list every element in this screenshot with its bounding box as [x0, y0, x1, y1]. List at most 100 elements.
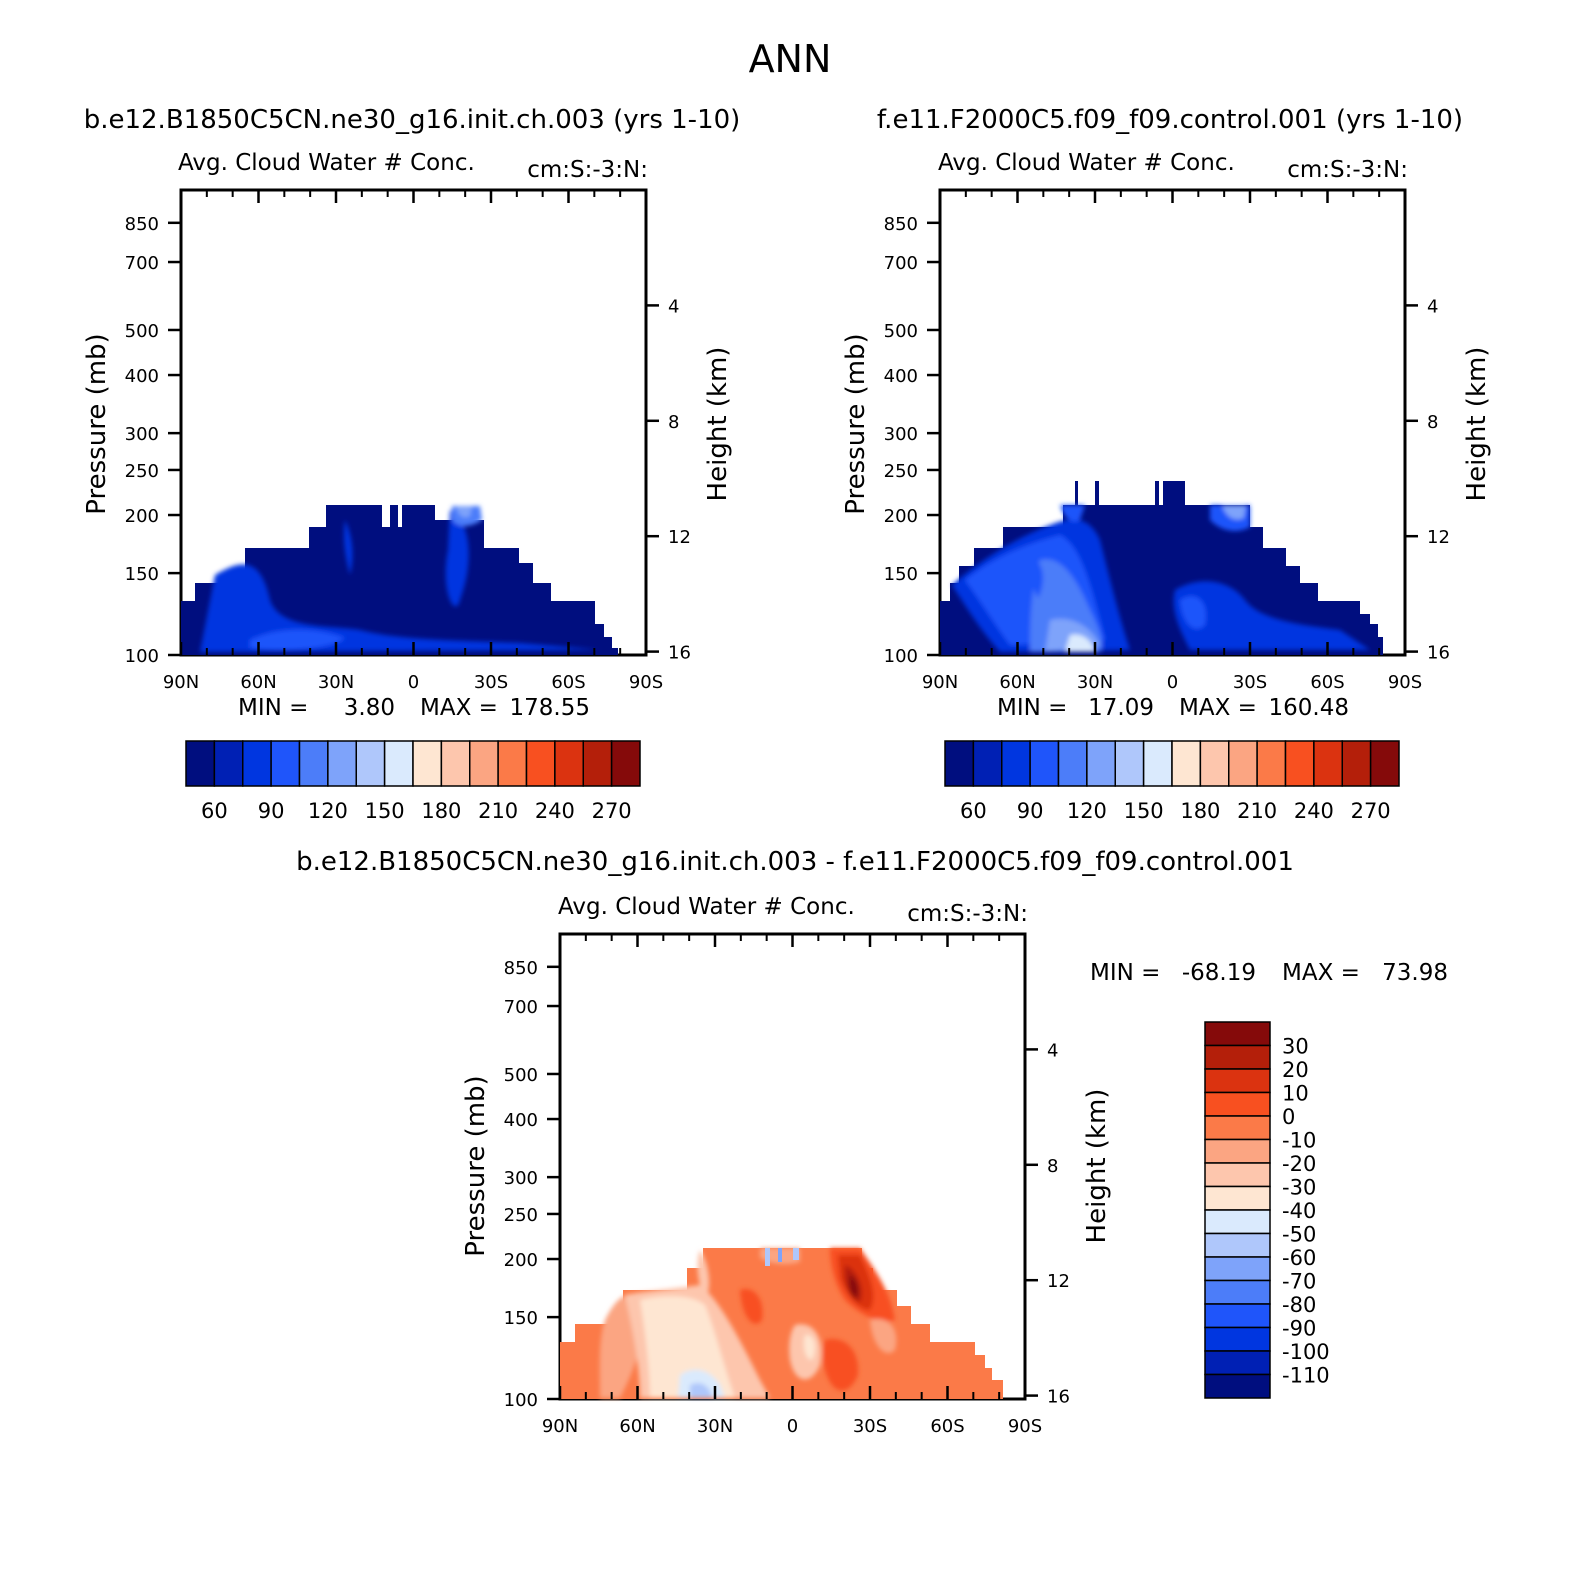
y2-tick-label: 16 — [1427, 643, 1450, 664]
y-tick-label: 150 — [884, 564, 918, 585]
colorbar-label: -70 — [1282, 1270, 1316, 1294]
x-tick-label: 60N — [999, 672, 1035, 693]
colorbar-swatch — [1057, 740, 1088, 787]
field-base — [1155, 481, 1159, 505]
colorbar-swatch — [1204, 1256, 1271, 1282]
colorbar-swatch — [1204, 1138, 1271, 1164]
min-label: MIN = — [1090, 960, 1160, 986]
colorbar-swatch — [1256, 740, 1287, 787]
colorbar-swatch — [1204, 1373, 1271, 1399]
field-contour — [1173, 581, 1370, 650]
colorbar: 60 90 120 150 180 210 240 270 — [185, 740, 641, 823]
colorbar-swatch — [1341, 740, 1372, 787]
colorbar-label: 270 — [1351, 799, 1391, 823]
y-tick-label: 850 — [504, 958, 538, 979]
colorbar-swatch — [1204, 1209, 1271, 1235]
x-tick-label: 90S — [1388, 672, 1422, 693]
colorbar-swatch — [1001, 740, 1031, 787]
x-tick-label: 30S — [1233, 672, 1267, 693]
y-tick-label: 850 — [125, 214, 159, 235]
colorbar-swatch — [1204, 1279, 1271, 1305]
colorbar-swatch — [1204, 1068, 1271, 1094]
colorbar: 3020100-10-20-30-40-50-60-70-80-90-100-1… — [1204, 1021, 1330, 1399]
x-tick-label: 30N — [1077, 672, 1113, 693]
y2-axis-label: Height (km) — [703, 347, 733, 502]
colorbar-swatch — [1313, 740, 1343, 787]
plot-title: Avg. Cloud Water # Conc. — [558, 894, 855, 920]
y2-axis-label: Height (km) — [1082, 1089, 1112, 1244]
y-axis-label: Pressure (mb) — [82, 333, 112, 514]
figure-title: ANN — [749, 37, 832, 81]
units-label: cm:S:-3:N: — [1287, 157, 1408, 183]
field-base — [1075, 481, 1078, 505]
min-value: 17.09 — [1088, 695, 1154, 721]
field-contour — [343, 520, 353, 575]
colorbar-label: 270 — [592, 799, 632, 823]
colorbar-label: -100 — [1282, 1340, 1330, 1364]
field-contour — [740, 1289, 763, 1324]
tick-labels: 90N 60N 30N 0 30S 60S 90S 100 150 200 250 300 400 500… — [125, 214, 691, 693]
colorbar-swatch — [1029, 740, 1060, 787]
x-tick-label: 60S — [551, 672, 585, 693]
colorbar-swatch — [554, 740, 584, 787]
tick-labels: 90N 60N 30N 0 30S 60S 90S 100 150 200 250 300 400 500… — [884, 214, 1450, 693]
field-contour — [1060, 505, 1085, 522]
max-value: 73.98 — [1382, 960, 1448, 986]
colorbar-label: 90 — [1017, 799, 1044, 823]
colorbar-label: 60 — [201, 799, 228, 823]
y2-tick-label: 8 — [1427, 412, 1438, 433]
max-value: 160.48 — [1269, 695, 1349, 721]
field-contour — [765, 1248, 770, 1266]
colorbar-swatch — [412, 740, 443, 787]
colorbar-label: 210 — [1237, 799, 1277, 823]
colorbar-swatch — [525, 740, 556, 787]
colorbar-label: -10 — [1282, 1129, 1316, 1153]
colorbar-swatch — [1204, 1021, 1271, 1047]
colorbar-swatch — [497, 740, 528, 787]
colorbar-swatch — [610, 740, 641, 787]
panel-1: b.e12.B1850C5CN.ne30_g16.init.ch.003 (yr… — [82, 105, 740, 823]
contour-field — [181, 505, 618, 655]
x-tick-label: 30N — [318, 672, 354, 693]
x-tick-label: 90S — [629, 672, 663, 693]
y-tick-label: 100 — [125, 646, 159, 667]
x-tick-label: 60N — [240, 672, 276, 693]
colorbar-label: 90 — [258, 799, 285, 823]
units-label: cm:S:-3:N: — [907, 901, 1028, 927]
colorbar-label: 210 — [478, 799, 518, 823]
colorbar-label: 180 — [421, 799, 461, 823]
y-tick-label: 250 — [125, 461, 159, 482]
field-contour — [445, 510, 469, 607]
colorbar-swatch — [440, 740, 471, 787]
x-tick-label: 90N — [163, 672, 199, 693]
panel-2: f.e11.F2000C5.f09_f09.control.001 (yrs 1… — [841, 105, 1492, 823]
x-tick-label: 90N — [542, 1416, 578, 1437]
y-tick-label: 300 — [125, 424, 159, 445]
max-label: MAX = — [1179, 695, 1257, 721]
field-contour — [640, 1296, 735, 1398]
y-tick-label: 700 — [125, 253, 159, 274]
colorbar-swatch — [1204, 1303, 1271, 1329]
y2-tick-label: 16 — [668, 643, 691, 664]
colorbar-swatch — [1199, 740, 1230, 787]
y-tick-label: 200 — [125, 506, 159, 527]
colorbar-swatch — [327, 740, 357, 787]
colorbar-swatch — [1204, 1162, 1271, 1188]
field-base — [1095, 481, 1099, 505]
tick-marks — [927, 190, 1418, 657]
colorbar-label: 180 — [1180, 799, 1220, 823]
plot-area: 90N 60N 30N 0 30S 60S 90S 100 150 200 250 300 400 500… — [884, 188, 1450, 693]
y-axis-label: Pressure (mb) — [841, 333, 871, 514]
x-tick-label: 0 — [1167, 672, 1178, 693]
colorbar-swatch — [1204, 1350, 1271, 1376]
y-tick-label: 100 — [884, 646, 918, 667]
y-tick-label: 400 — [504, 1110, 538, 1131]
y2-tick-label: 8 — [668, 412, 679, 433]
colorbar-swatch — [469, 740, 499, 787]
field-base — [1163, 481, 1185, 505]
field-contour — [793, 1248, 799, 1260]
field-contour — [1031, 560, 1043, 598]
y2-tick-label: 16 — [1047, 1387, 1070, 1408]
colorbar-swatch — [1204, 1185, 1271, 1211]
field-contour — [456, 506, 472, 518]
